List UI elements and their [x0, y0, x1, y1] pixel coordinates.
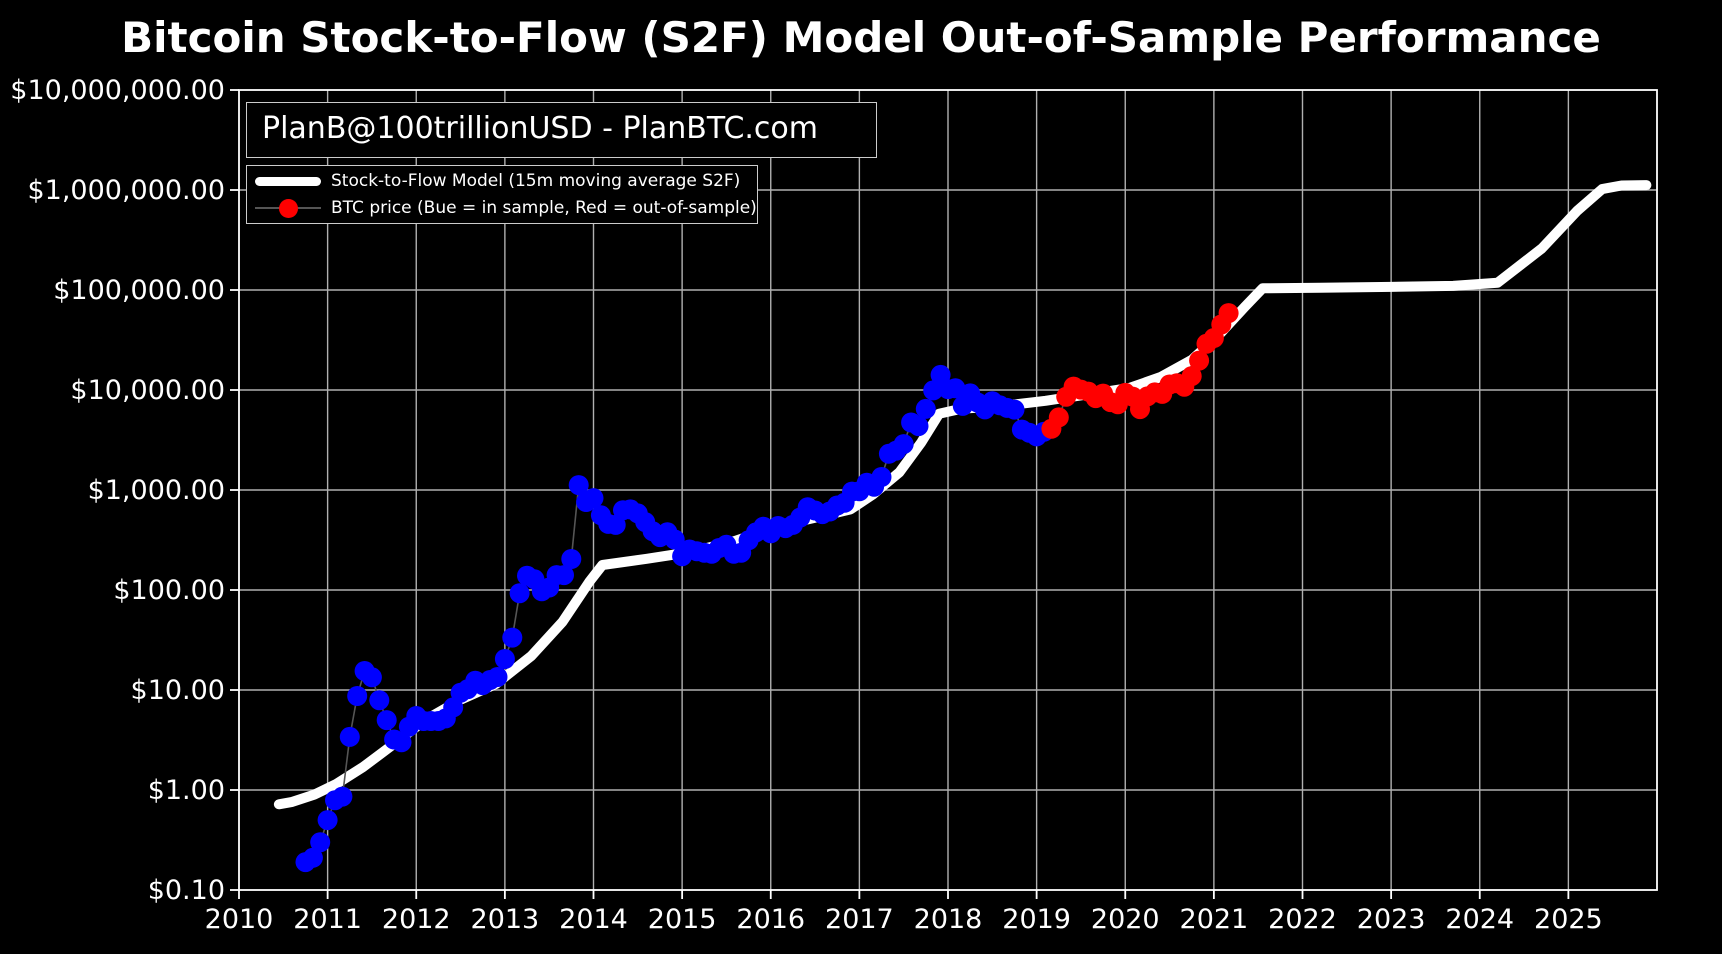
btc-price-dots-out-of-sample — [1041, 303, 1239, 439]
watermark-text: PlanB@100trillionUSD - PlanBTC.com — [262, 111, 818, 146]
x-tick-label: 2021 — [1180, 904, 1249, 935]
price-dot-in-sample — [871, 467, 892, 487]
price-dot-in-sample — [908, 416, 929, 437]
y-tick-label: $10,000.00 — [70, 375, 225, 406]
x-tick-label: 2017 — [825, 904, 894, 935]
legend: Stock-to-Flow Model (15m moving average … — [246, 165, 758, 224]
x-tick-label: 2020 — [1091, 904, 1160, 935]
x-tick-label: 2018 — [914, 904, 983, 935]
price-dot-out-of-sample — [1181, 366, 1202, 387]
model-line-swatch-icon — [255, 176, 321, 186]
legend-row-price: BTC price (Bue = in sample, Red = out-of… — [247, 197, 757, 219]
price-dot-in-sample — [317, 810, 338, 831]
btc-price-dots-in-sample — [295, 364, 1054, 873]
price-dot-out-of-sample — [1189, 350, 1210, 371]
y-tick-label: $10.00 — [131, 675, 225, 706]
x-tick-label: 2019 — [1002, 904, 1071, 935]
legend-price-label: BTC price (Bue = in sample, Red = out-of… — [331, 198, 757, 218]
x-tick-label: 2016 — [736, 904, 805, 935]
y-tick-label: $0.10 — [148, 875, 225, 906]
x-tick-label: 2022 — [1268, 904, 1337, 935]
price-dot-in-sample — [1004, 399, 1025, 420]
price-dot-out-of-sample — [1218, 303, 1239, 324]
x-tick-label: 2023 — [1357, 904, 1426, 935]
price-dot-in-sample — [568, 475, 589, 496]
y-tick-label: $100.00 — [113, 575, 225, 606]
price-dot-in-sample — [339, 726, 360, 747]
price-dot-in-sample — [376, 710, 397, 731]
x-tick-label: 2025 — [1534, 904, 1603, 935]
price-dot-in-sample — [391, 732, 412, 753]
y-tick-label: $1,000.00 — [88, 475, 225, 506]
price-dot-in-sample — [369, 690, 390, 711]
price-dot-swatch-icon — [255, 198, 321, 218]
price-dot-in-sample — [487, 667, 508, 687]
x-tick-label: 2013 — [471, 904, 540, 935]
price-dot-in-sample — [923, 380, 944, 401]
x-tick-label: 2024 — [1445, 904, 1514, 935]
price-dot-in-sample — [494, 649, 515, 669]
price-dot-in-sample — [302, 847, 323, 868]
y-tick-label: $1,000,000.00 — [27, 175, 225, 206]
price-dot-in-sample — [583, 488, 604, 509]
y-tick-label: $1.00 — [148, 775, 225, 806]
price-dot-in-sample — [509, 583, 530, 604]
y-tick-label: $100,000.00 — [53, 275, 225, 306]
x-tick-label: 2010 — [205, 904, 274, 935]
chart-title: Bitcoin Stock-to-Flow (S2F) Model Out-of… — [121, 13, 1601, 62]
legend-row-model: Stock-to-Flow Model (15m moving average … — [247, 170, 757, 192]
price-dot-in-sample — [502, 627, 523, 648]
price-dot-in-sample — [554, 565, 574, 586]
price-dot-in-sample — [347, 686, 368, 706]
price-dot-in-sample — [915, 398, 936, 419]
x-tick-label: 2012 — [382, 904, 451, 935]
x-tick-label: 2011 — [293, 904, 362, 935]
price-dot-out-of-sample — [1048, 407, 1069, 428]
price-dot-in-sample — [361, 667, 382, 688]
price-dot-in-sample — [664, 529, 685, 550]
price-dot-in-sample — [332, 786, 353, 807]
axis-labels: 2010 2011 2012 2013 2014 2015 2016 2017 2018 2019… — [10, 75, 1602, 935]
legend-model-label: Stock-to-Flow Model (15m moving average … — [331, 171, 741, 191]
price-dot-in-sample — [561, 549, 582, 569]
x-tick-label: 2015 — [648, 904, 717, 935]
price-dot-in-sample — [310, 832, 331, 853]
price-dot-in-sample — [893, 434, 914, 455]
s2f-model-line — [273, 180, 1652, 810]
x-tick-label: 2014 — [559, 904, 628, 935]
y-tick-label: $10,000,000.00 — [10, 75, 225, 106]
watermark-box: PlanB@100trillionUSD - PlanBTC.com — [246, 102, 877, 158]
